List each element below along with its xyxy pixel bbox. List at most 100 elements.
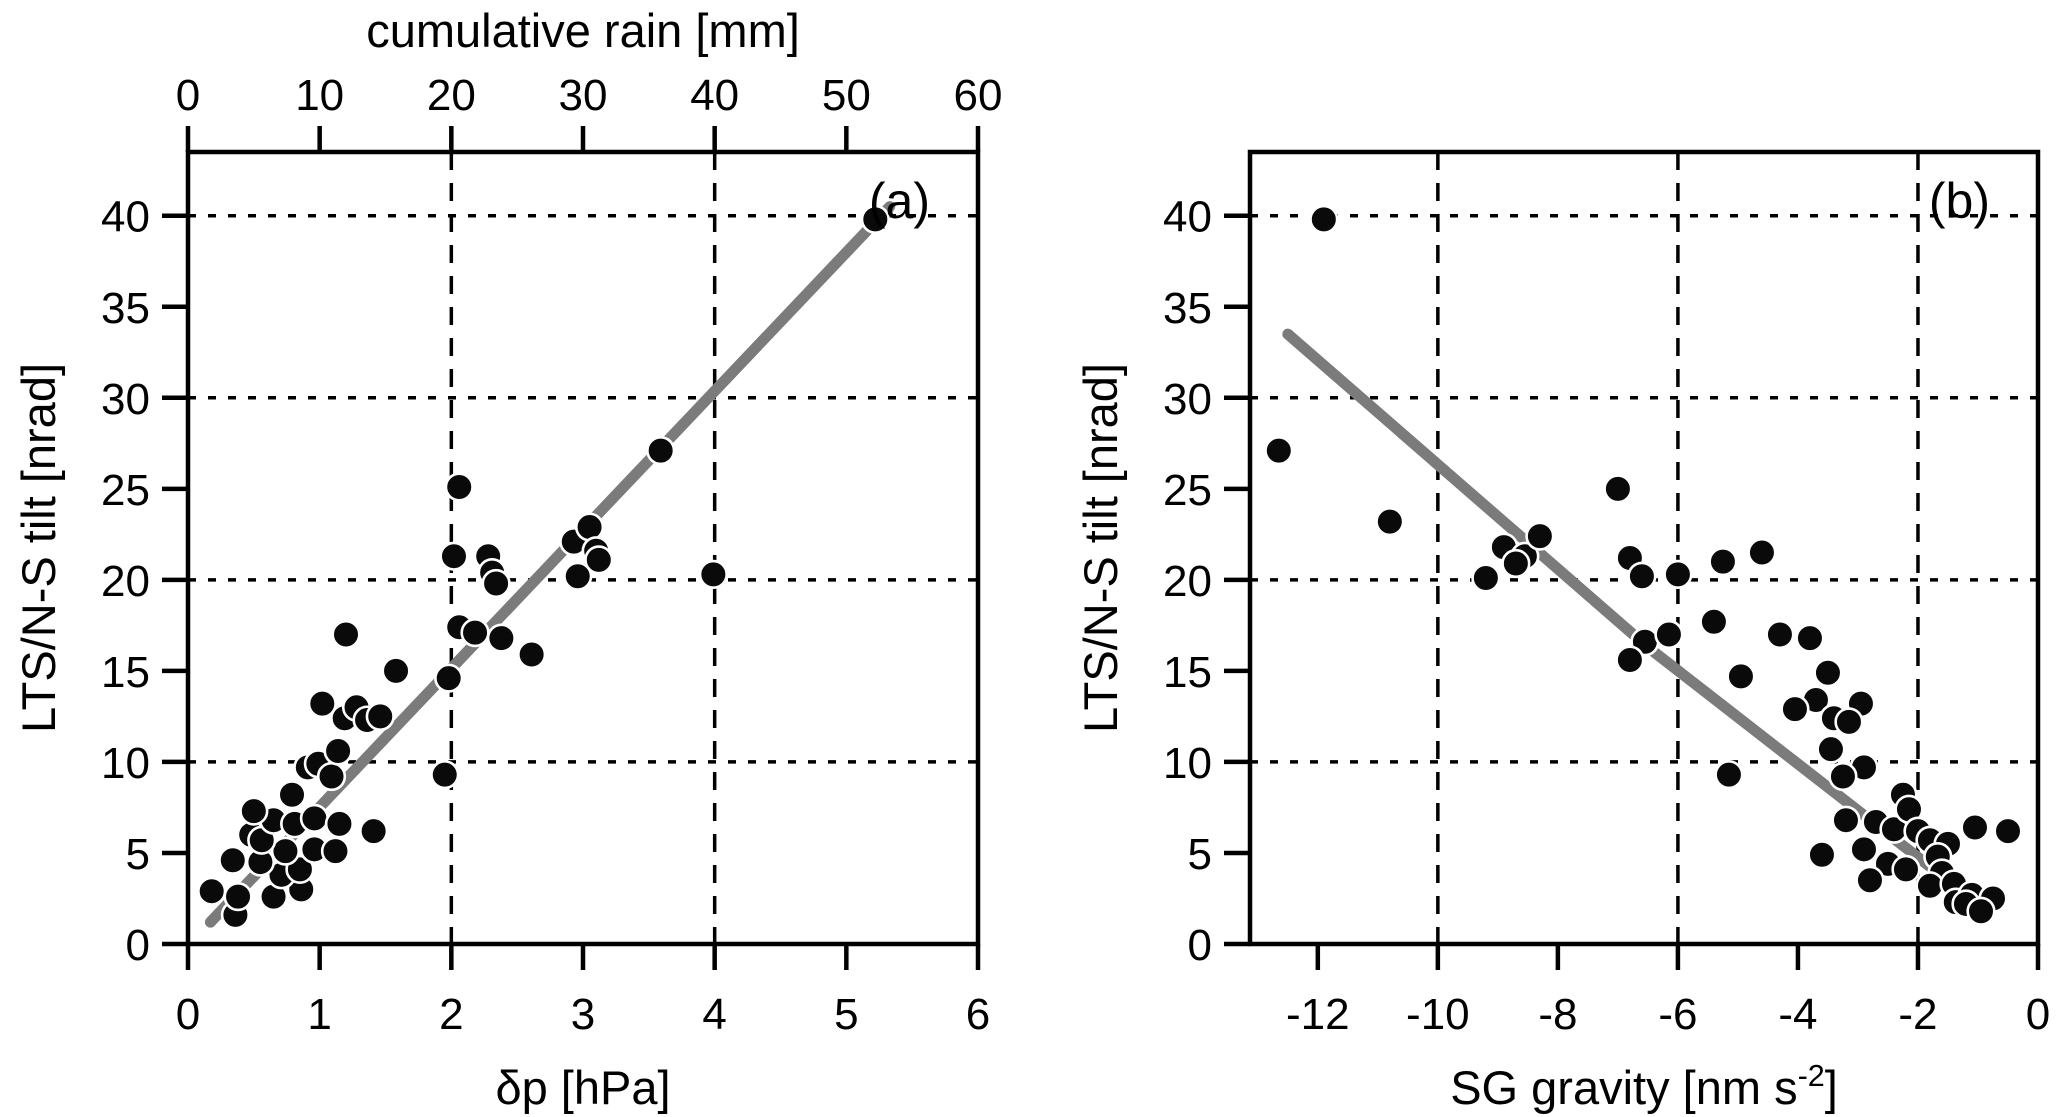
panel-letter: (b) — [1929, 173, 1990, 229]
top-tick-label: 0 — [176, 71, 200, 120]
plot-frame — [1247, 149, 2041, 947]
data-point — [574, 512, 605, 542]
data-point — [1471, 563, 1501, 593]
data-point — [223, 882, 253, 912]
data-point — [277, 780, 307, 810]
data-point — [197, 876, 227, 906]
data-point — [1654, 619, 1684, 650]
y-tick-label: 10 — [101, 739, 150, 788]
data-point — [365, 701, 395, 732]
x-tick-label: -10 — [1406, 990, 1470, 1039]
data-point — [1501, 548, 1531, 579]
data-point — [1627, 561, 1657, 591]
x-tick-label: -6 — [1658, 990, 1697, 1039]
data-point — [1813, 658, 1843, 688]
data-point — [1915, 871, 1945, 901]
data-point — [1663, 559, 1693, 590]
data-point — [584, 545, 614, 575]
y-tick-label: 5 — [1188, 830, 1212, 879]
data-point — [439, 541, 469, 571]
y-axis-title: LTS/N-S tilt [nrad] — [1074, 363, 1127, 733]
data-point — [1747, 537, 1777, 568]
x-tick-label: 3 — [571, 990, 595, 1039]
data-point — [307, 689, 337, 719]
y-tick-label: 15 — [1163, 648, 1212, 697]
data-point — [430, 760, 460, 790]
x-tick-label: -8 — [1538, 990, 1577, 1039]
panel-letter: (a) — [869, 173, 930, 229]
data-point — [331, 619, 361, 650]
x-tick-label: 6 — [966, 990, 990, 1039]
data-point — [460, 618, 490, 648]
data-point — [698, 559, 728, 590]
x-axis-title: δp [hPa] — [495, 1061, 670, 1114]
y-tick-label: 40 — [1163, 193, 1212, 242]
data-point — [1615, 645, 1645, 675]
data-point — [1834, 707, 1864, 737]
top-tick-label: 30 — [559, 71, 608, 120]
x-tick-label: -2 — [1898, 990, 1937, 1039]
data-point — [860, 204, 890, 234]
y-tick-label: 30 — [101, 375, 150, 424]
x-tick-label: 0 — [2026, 990, 2050, 1039]
data-point — [323, 736, 353, 766]
data-point — [1816, 734, 1846, 764]
y-tick-label: 20 — [101, 557, 150, 606]
data-point — [1891, 854, 1921, 884]
top-tick-label: 50 — [822, 71, 871, 120]
y-tick-label: 35 — [1163, 284, 1212, 333]
data-point — [1795, 623, 1825, 653]
y-tick-label: 15 — [101, 648, 150, 697]
y-tick-label: 40 — [101, 193, 150, 242]
x-tick-label: 4 — [702, 990, 726, 1039]
data-point — [1849, 834, 1879, 864]
y-tick-label: 30 — [1163, 375, 1212, 424]
data-point — [563, 561, 593, 591]
data-point — [434, 663, 464, 693]
y-tick-label: 20 — [1163, 557, 1212, 606]
data-point — [218, 845, 248, 875]
data-point — [324, 809, 355, 839]
x-tick-label: 1 — [307, 990, 331, 1039]
data-point — [270, 836, 301, 866]
data-point — [1807, 840, 1837, 870]
x-tick-label: -12 — [1286, 990, 1350, 1039]
top-axis-title: cumulative rain [mm] — [366, 4, 800, 57]
data-point — [1375, 506, 1405, 537]
data-point — [239, 796, 269, 826]
x-axis-title: SG gravity [nm s-2] — [1450, 1059, 1838, 1114]
data-point — [1603, 474, 1633, 504]
data-point — [381, 656, 411, 686]
y-axis-title: LTS/N-S tilt [nrad] — [12, 363, 65, 733]
data-point — [1855, 865, 1885, 895]
data-point — [1960, 812, 1990, 843]
data-point — [1264, 435, 1294, 466]
data-point — [1699, 607, 1729, 637]
y-tick-label: 25 — [1163, 466, 1212, 515]
data-point — [1780, 694, 1810, 724]
data-point — [316, 761, 347, 792]
data-point — [444, 472, 474, 502]
regression-line — [204, 201, 896, 928]
data-point — [1726, 661, 1756, 691]
data-point — [1525, 521, 1555, 551]
data-point — [320, 836, 351, 866]
x-tick-label: -4 — [1778, 990, 1817, 1039]
x-tick-label: 2 — [439, 990, 463, 1039]
data-point — [481, 568, 511, 599]
y-tick-label: 0 — [1188, 921, 1212, 970]
y-tick-label: 5 — [126, 830, 150, 879]
data-point — [1765, 619, 1795, 650]
data-point — [299, 803, 330, 833]
data-point — [1714, 760, 1744, 790]
top-tick-label: 20 — [427, 71, 476, 120]
y-tick-label: 0 — [126, 921, 150, 970]
y-tick-label: 35 — [101, 284, 150, 333]
data-point — [1828, 761, 1858, 792]
data-point — [517, 639, 547, 670]
data-point — [359, 816, 389, 846]
y-tick-label: 10 — [1163, 739, 1212, 788]
data-point — [1309, 204, 1339, 234]
top-tick-label: 60 — [954, 71, 1003, 120]
